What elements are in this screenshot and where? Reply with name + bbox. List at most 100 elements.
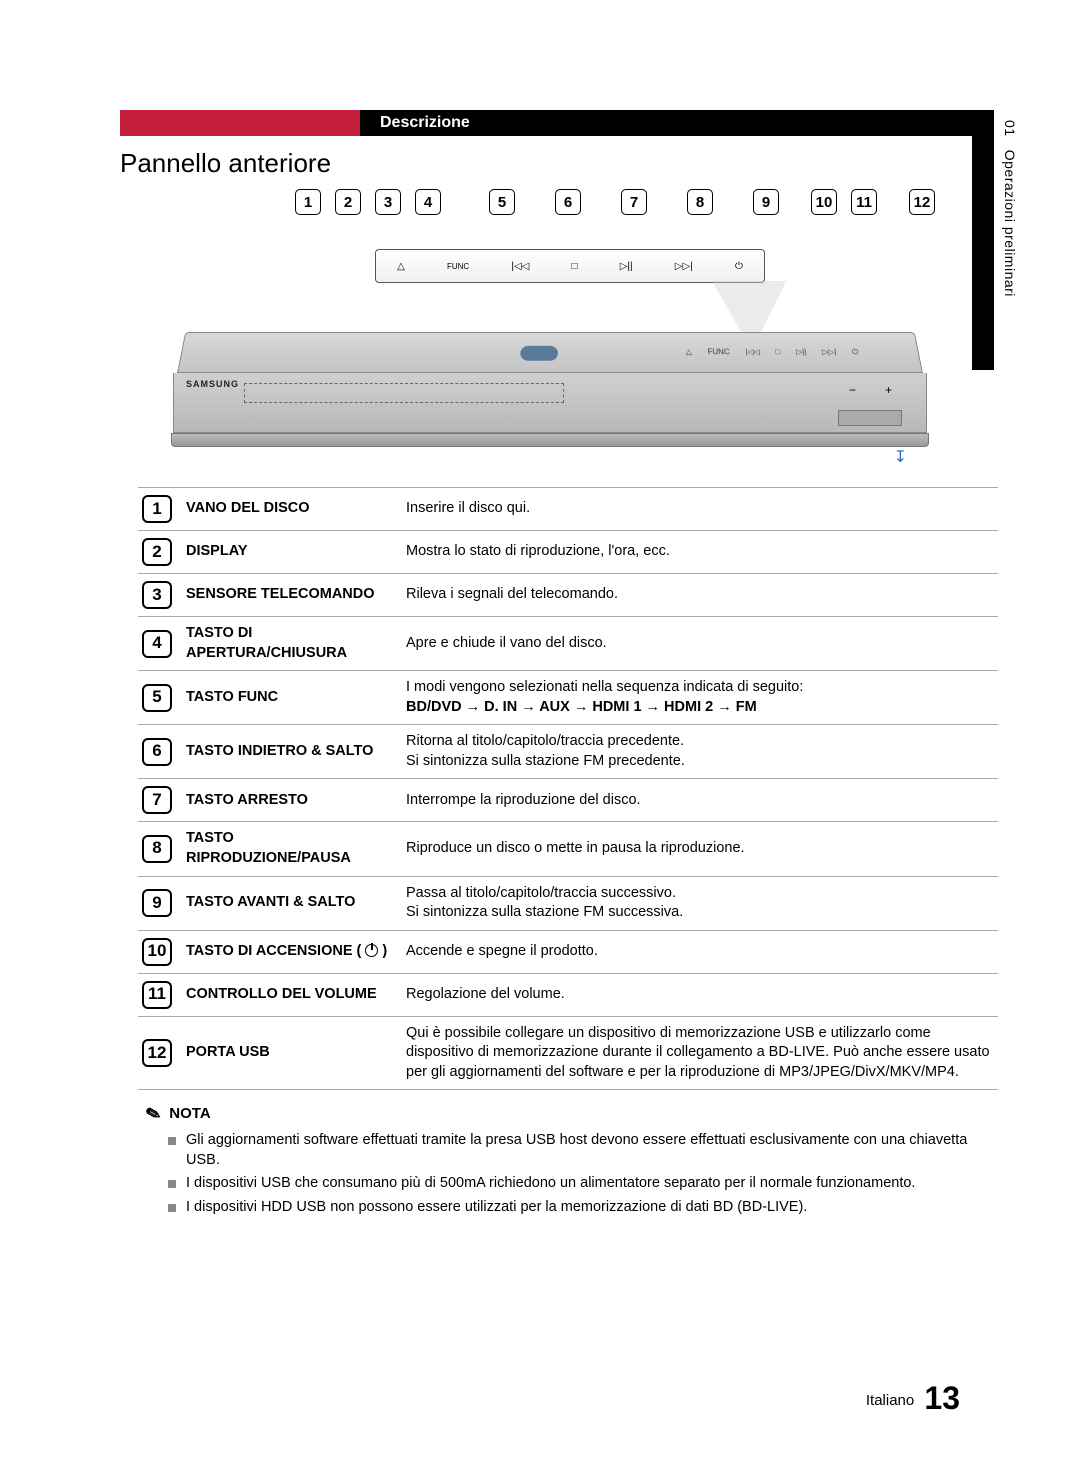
row-number-box: 1 bbox=[142, 495, 172, 523]
row-label: CONTROLLO DEL VOLUME bbox=[182, 973, 402, 1016]
callout-2: 2 bbox=[335, 189, 361, 215]
usb-arrow-icon: ↧ bbox=[894, 447, 907, 467]
row-number-box: 9 bbox=[142, 889, 172, 917]
row-number-box: 2 bbox=[142, 538, 172, 566]
callout-5: 5 bbox=[489, 189, 515, 215]
callout-6: 6 bbox=[555, 189, 581, 215]
row-number-cell: 2 bbox=[138, 531, 182, 574]
top-power-icon: ⏻ bbox=[851, 348, 859, 357]
header-label: Descrizione bbox=[380, 114, 470, 132]
row-number-box: 12 bbox=[142, 1039, 172, 1067]
top-stop-icon: □ bbox=[775, 348, 781, 357]
volume-plus: + bbox=[885, 383, 892, 397]
button-panel-closeup: △ FUNC |◁◁ □ ▷|| ▷▷| ⏻ bbox=[375, 249, 765, 283]
row-label: DISPLAY bbox=[182, 531, 402, 574]
bluray-logo bbox=[520, 346, 558, 361]
power-icon: ⏻ bbox=[735, 261, 743, 272]
row-number-cell: 10 bbox=[138, 930, 182, 973]
row-number-cell: 7 bbox=[138, 779, 182, 822]
row-description: Mostra lo stato di riproduzione, l'ora, … bbox=[402, 531, 998, 574]
row-description: Interrompe la riproduzione del disco. bbox=[402, 779, 998, 822]
table-row: 10TASTO DI ACCENSIONE ( )Accende e spegn… bbox=[138, 930, 998, 973]
header-red-segment bbox=[120, 110, 360, 136]
callout-9: 9 bbox=[753, 189, 779, 215]
row-number-box: 4 bbox=[142, 630, 172, 658]
callout-11: 11 bbox=[851, 189, 877, 215]
row-description: Regolazione del volume. bbox=[402, 973, 998, 1016]
callout-row: 1234567891011 bbox=[295, 189, 877, 215]
table-row: 1 VANO DEL DISCOInserire il disco qui. bbox=[138, 488, 998, 531]
row-description: Ritorna al titolo/capitolo/traccia prece… bbox=[402, 725, 998, 779]
row-label: PORTA USB bbox=[182, 1016, 402, 1090]
top-play-icon: ▷|| bbox=[796, 348, 807, 357]
func-label: FUNC bbox=[447, 262, 469, 271]
side-chapter-num: 01 bbox=[1002, 120, 1018, 137]
device-base bbox=[171, 433, 929, 447]
note-item: I dispositivi USB che consumano più di 5… bbox=[168, 1174, 980, 1194]
row-description: Rileva i segnali del telecomando. bbox=[402, 574, 998, 617]
row-description: Accende e spegne il prodotto. bbox=[402, 930, 998, 973]
note-icon: ✎ bbox=[144, 1103, 164, 1127]
row-description: Inserire il disco qui. bbox=[402, 488, 998, 531]
section-title: Pannello anteriore bbox=[120, 148, 980, 179]
table-row: 9 TASTO AVANTI & SALTOPassa al titolo/cap… bbox=[138, 876, 998, 930]
row-number-box: 3 bbox=[142, 581, 172, 609]
row-number-box: 8 bbox=[142, 835, 172, 863]
header-bar: Descrizione bbox=[120, 110, 980, 136]
row-description: Qui è possibile collegare un dispositivo… bbox=[402, 1016, 998, 1090]
top-button-icons: △ FUNC |◁◁ □ ▷|| ▷▷| ⏻ bbox=[685, 348, 859, 357]
table-row: 3 SENSORE TELECOMANDORileva i segnali del… bbox=[138, 574, 998, 617]
top-eject-icon: △ bbox=[685, 348, 692, 357]
side-chapter-text: Operazioni preliminari bbox=[1002, 150, 1018, 297]
brand-logo: SAMSUNG bbox=[186, 379, 239, 389]
side-tab bbox=[972, 110, 994, 370]
row-description: Passa al titolo/capitolo/traccia success… bbox=[402, 876, 998, 930]
power-icon-inline bbox=[365, 944, 378, 957]
row-label: SENSORE TELECOMANDO bbox=[182, 574, 402, 617]
footer-lang: Italiano bbox=[866, 1392, 914, 1409]
table-row: 5TASTO FUNCI modi vengono selezionati ne… bbox=[138, 671, 998, 725]
row-number-cell: 6 bbox=[138, 725, 182, 779]
row-number-cell: 8 bbox=[138, 822, 182, 876]
row-label: VANO DEL DISCO bbox=[182, 488, 402, 531]
device-illustration: △ FUNC |◁◁ □ ▷|| ▷▷| ⏻ SAMSUNG − + ↧ bbox=[165, 329, 935, 449]
device-top: △ FUNC |◁◁ □ ▷|| ▷▷| ⏻ bbox=[177, 332, 923, 373]
note-item: I dispositivi HDD USB non possono essere… bbox=[168, 1198, 980, 1218]
row-number-cell: 12 bbox=[138, 1016, 182, 1090]
note-heading-text: NOTA bbox=[169, 1105, 210, 1122]
row-number-cell: 4 bbox=[138, 617, 182, 671]
callout-4: 4 bbox=[415, 189, 441, 215]
device-front: SAMSUNG − + bbox=[173, 373, 927, 433]
parts-table: 1 VANO DEL DISCOInserire il disco qui. 2 DI… bbox=[138, 487, 998, 1090]
top-next-icon: ▷▷| bbox=[822, 348, 838, 357]
row-number-box: 6 bbox=[142, 738, 172, 766]
stop-icon: □ bbox=[572, 261, 578, 272]
row-number-cell: 9 bbox=[138, 876, 182, 930]
row-description: I modi vengono selezionati nella sequenz… bbox=[402, 671, 998, 725]
note-heading: ✎ NOTA bbox=[146, 1104, 980, 1125]
callout-10: 10 bbox=[811, 189, 837, 215]
table-row: 11 CONTROLLO DEL VOLUMERegolazione del vo… bbox=[138, 973, 998, 1016]
row-label: TASTO ARRESTO bbox=[182, 779, 402, 822]
volume-minus: − bbox=[849, 383, 856, 397]
note-list: Gli aggiornamenti software effettuati tr… bbox=[168, 1131, 980, 1217]
table-row: 7 TASTO ARRESTOInterrompe la riproduzione… bbox=[138, 779, 998, 822]
table-row: 12 PORTA USBQui è possibile collegare un … bbox=[138, 1016, 998, 1090]
callout-1: 1 bbox=[295, 189, 321, 215]
row-number-cell: 1 bbox=[138, 488, 182, 531]
row-number-cell: 3 bbox=[138, 574, 182, 617]
row-label: TASTO AVANTI & SALTO bbox=[182, 876, 402, 930]
callout-3: 3 bbox=[375, 189, 401, 215]
table-row: 6TASTO INDIETRO & SALTORitorna al titolo… bbox=[138, 725, 998, 779]
callout-8: 8 bbox=[687, 189, 713, 215]
front-panel-diagram: 1234567891011 12 △ FUNC |◁◁ □ ▷|| ▷▷| ⏻ … bbox=[165, 189, 935, 469]
row-number-cell: 11 bbox=[138, 973, 182, 1016]
row-label: TASTO FUNC bbox=[182, 671, 402, 725]
row-number-box: 7 bbox=[142, 786, 172, 814]
side-chapter-label: 01 Operazioni preliminari bbox=[1002, 120, 1018, 297]
row-number-cell: 5 bbox=[138, 671, 182, 725]
top-prev-icon: |◁◁ bbox=[745, 348, 760, 357]
row-number-box: 11 bbox=[142, 981, 172, 1009]
callout-12: 12 bbox=[909, 189, 935, 215]
row-number-box: 10 bbox=[142, 938, 172, 966]
